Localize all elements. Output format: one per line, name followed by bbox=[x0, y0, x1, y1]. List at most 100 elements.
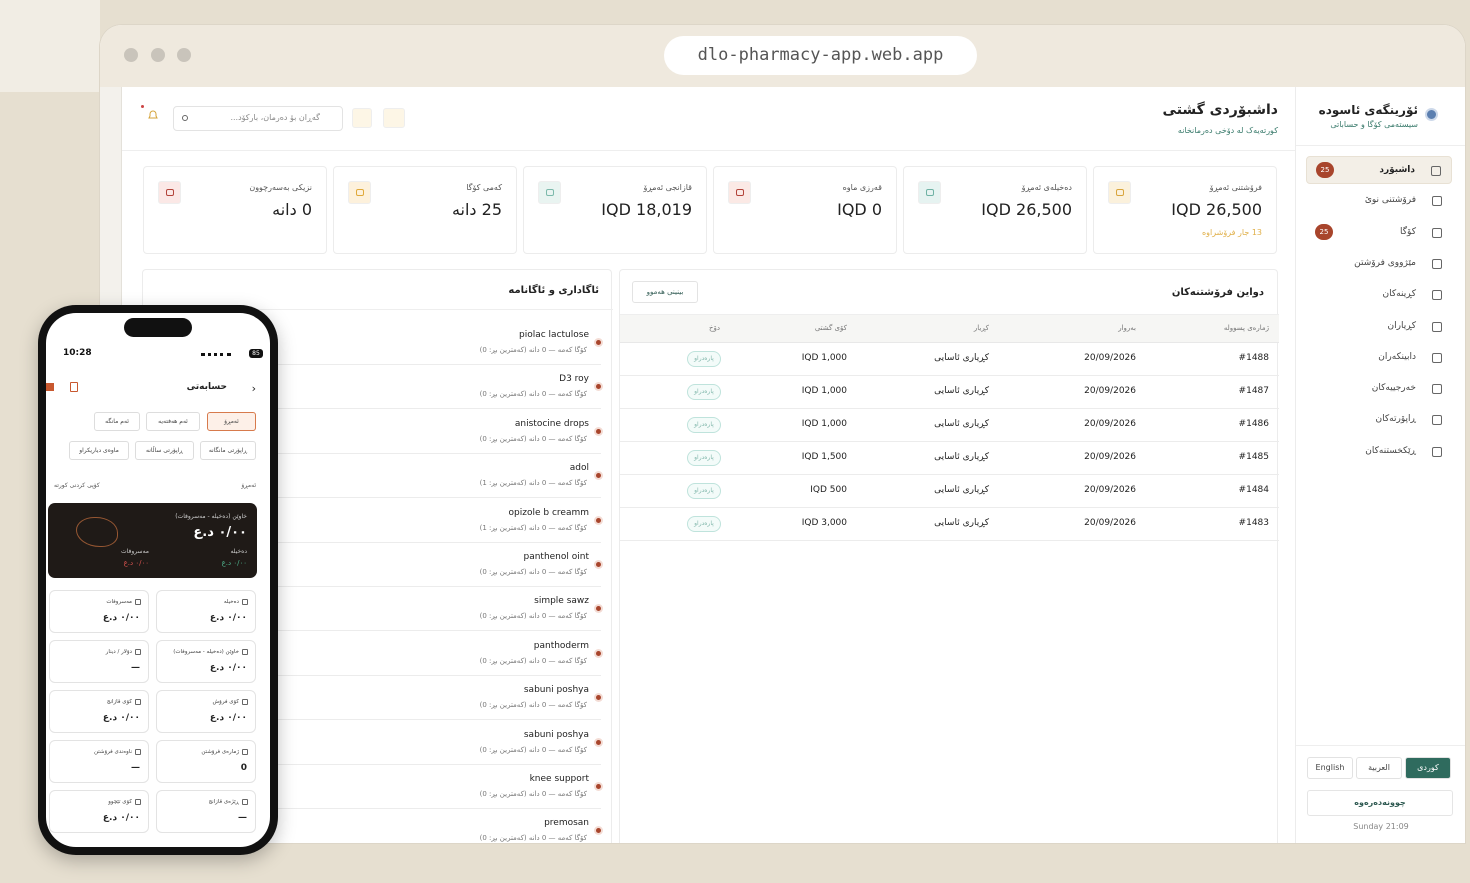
nav-icon bbox=[1432, 352, 1442, 363]
nav-icon bbox=[1432, 384, 1442, 395]
cart-button[interactable] bbox=[352, 108, 372, 128]
alert-divider bbox=[143, 452, 601, 454]
metric-card: ژمارەی فرۆشتن 0 bbox=[156, 740, 256, 783]
search-box[interactable]: گەڕان بۆ دەرمان، بارکۆد... bbox=[173, 106, 343, 131]
filter-button[interactable]: ڕاپۆرتی مانگانە bbox=[200, 441, 256, 460]
metric-icon bbox=[242, 649, 248, 655]
alert-name: anistocine drops bbox=[514, 418, 589, 429]
metric-value: ٠/٠٠ د.ع bbox=[209, 663, 247, 673]
copy-button[interactable]: کۆپی کردنی کورتە bbox=[54, 482, 100, 489]
nav-item[interactable]: خەرجییەکان bbox=[1306, 375, 1452, 403]
metric-value: ٠/٠٠ د.ع bbox=[102, 613, 140, 623]
status-badge: پارەدراو bbox=[687, 417, 721, 433]
table-cell: IQD 500 bbox=[810, 485, 847, 495]
menu-icon bbox=[46, 383, 54, 391]
logout-button[interactable]: چوونەدەرەوە bbox=[1307, 790, 1453, 816]
hero-expense-value: ٠/٠٠ د.ع bbox=[123, 559, 149, 567]
notification-dot bbox=[141, 105, 144, 108]
table-row bbox=[620, 376, 1279, 409]
notification-button[interactable] bbox=[142, 107, 164, 129]
stat-icon bbox=[1108, 181, 1131, 204]
nav-item[interactable]: ڕێکخستنەکان bbox=[1306, 438, 1452, 466]
hero-art bbox=[76, 517, 118, 547]
language-button[interactable]: English bbox=[1307, 757, 1353, 779]
view-all-button[interactable]: بینینی هەموو bbox=[632, 281, 698, 303]
filter-button[interactable]: ڕاپۆرتی ساڵانە bbox=[135, 441, 194, 460]
search-placeholder: گەڕان بۆ دەرمان، بارکۆد... bbox=[230, 113, 320, 122]
back-button[interactable]: › bbox=[251, 382, 256, 395]
nav-item[interactable]: مێژووی فرۆشتن bbox=[1306, 250, 1452, 278]
language-button[interactable]: العربية bbox=[1356, 757, 1402, 779]
stat-label: قەرزی ماوە bbox=[842, 183, 882, 192]
metric-card: دەخیلە ٠/٠٠ د.ع bbox=[156, 590, 256, 633]
alert-name: panthoderm bbox=[533, 640, 589, 651]
nav-item[interactable]: فرۆشتنی نوێ bbox=[1306, 187, 1452, 215]
stat-card: کەمی کۆگا 25 دانە bbox=[333, 166, 517, 254]
alert-detail: کۆگا کەمە — 0 دانە (کەمترین بڕ: 0) bbox=[479, 790, 587, 798]
table-cell: #1485 bbox=[1238, 452, 1269, 462]
nav-item[interactable]: ڕاپۆرتەکان bbox=[1306, 406, 1452, 434]
table-cell: IQD 1,500 bbox=[801, 452, 847, 462]
table-cell: IQD 1,000 bbox=[801, 386, 847, 396]
table-row bbox=[620, 442, 1279, 475]
phone-screen: 10:28 85 حسابەتی › ئەمڕۆ ئەم هەفتەیە ئەم مانگە… bbox=[46, 313, 270, 847]
header-divider bbox=[122, 150, 1295, 151]
filter-button[interactable]: ئەمڕۆ bbox=[207, 412, 256, 431]
stat-glyph bbox=[356, 189, 364, 196]
alert-name: premosan bbox=[544, 818, 589, 829]
alert-dot bbox=[596, 517, 601, 523]
metric-value: — bbox=[238, 813, 247, 823]
table-row bbox=[620, 409, 1279, 442]
nav-item[interactable]: کۆگا 25 bbox=[1306, 219, 1452, 247]
stat-label: قازانجی ئەمڕۆ bbox=[643, 183, 693, 192]
signal-icons bbox=[201, 351, 231, 356]
metric-icon bbox=[135, 649, 141, 655]
table-cell: IQD 1,000 bbox=[801, 419, 847, 429]
nav-item[interactable]: کڕیاران bbox=[1306, 313, 1452, 341]
stat-glyph bbox=[546, 189, 554, 196]
window-dot[interactable] bbox=[177, 48, 191, 62]
metric-label: کۆی قازانج bbox=[106, 699, 132, 705]
language-button[interactable]: کوردی bbox=[1405, 757, 1451, 779]
metric-icon bbox=[135, 799, 141, 805]
nav-item[interactable]: داشبۆرد 25 bbox=[1306, 156, 1452, 184]
metric-label: ناوەندی فرۆشتن bbox=[94, 749, 132, 755]
period-label: ئەمڕۆ bbox=[241, 482, 256, 489]
nav-item[interactable]: کڕینەکان bbox=[1306, 281, 1452, 309]
table-cell: #1484 bbox=[1238, 485, 1269, 495]
filter-button[interactable]: ئەم مانگە bbox=[94, 412, 140, 431]
filter-button[interactable]: ئەم هەفتەیە bbox=[146, 412, 200, 431]
metric-label: کۆی فرۆش bbox=[212, 699, 239, 705]
stat-label: فرۆشتنی ئەمڕۆ bbox=[1209, 183, 1262, 192]
browser-window: dlo-pharmacy-app.web.app ئۆرینگەی ئاسودە… bbox=[100, 25, 1465, 843]
nav-item[interactable]: دابینکەران bbox=[1306, 344, 1452, 372]
stat-glyph bbox=[736, 189, 744, 196]
alert-name: piolac lactulose bbox=[519, 330, 589, 340]
column-header: دۆخ bbox=[708, 324, 720, 332]
url-bar[interactable]: dlo-pharmacy-app.web.app bbox=[664, 36, 977, 75]
nav-badge: 25 bbox=[1316, 162, 1334, 178]
metric-value: — bbox=[131, 763, 140, 773]
backdrop-band bbox=[0, 0, 100, 92]
stat-value: IQD 26,500 bbox=[1171, 200, 1262, 219]
window-dot[interactable] bbox=[124, 48, 138, 62]
cash-button[interactable] bbox=[383, 108, 405, 128]
alert-dot bbox=[596, 473, 601, 479]
table-cell: IQD 1,000 bbox=[801, 353, 847, 363]
alert-divider bbox=[143, 408, 601, 410]
stat-card: نزیکی بەسەرچوون 0 دانە bbox=[143, 166, 327, 254]
status-badge: پارەدراو bbox=[687, 483, 721, 499]
alert-name: D3 roy bbox=[559, 374, 589, 385]
nav-label: ڕێکخستنەکان bbox=[1365, 445, 1416, 456]
page-subtitle: کورتەیەک لە دۆخی دەرمانخانە bbox=[1177, 126, 1278, 135]
stat-label: نزیکی بەسەرچوون bbox=[249, 183, 312, 192]
column-header: بەروار bbox=[1118, 324, 1136, 332]
window-dot[interactable] bbox=[151, 48, 165, 62]
alert-name: simple sawz bbox=[534, 596, 589, 607]
alert-detail: کۆگا کەمە — 0 دانە (کەمترین بڕ: 0) bbox=[479, 745, 587, 754]
nav-icon bbox=[1432, 415, 1442, 426]
alert-dot bbox=[596, 695, 601, 701]
metric-icon bbox=[135, 749, 141, 755]
filter-button[interactable]: ماوەی دیاریکراو bbox=[69, 441, 129, 460]
nav-label: داشبۆرد bbox=[1379, 165, 1415, 175]
